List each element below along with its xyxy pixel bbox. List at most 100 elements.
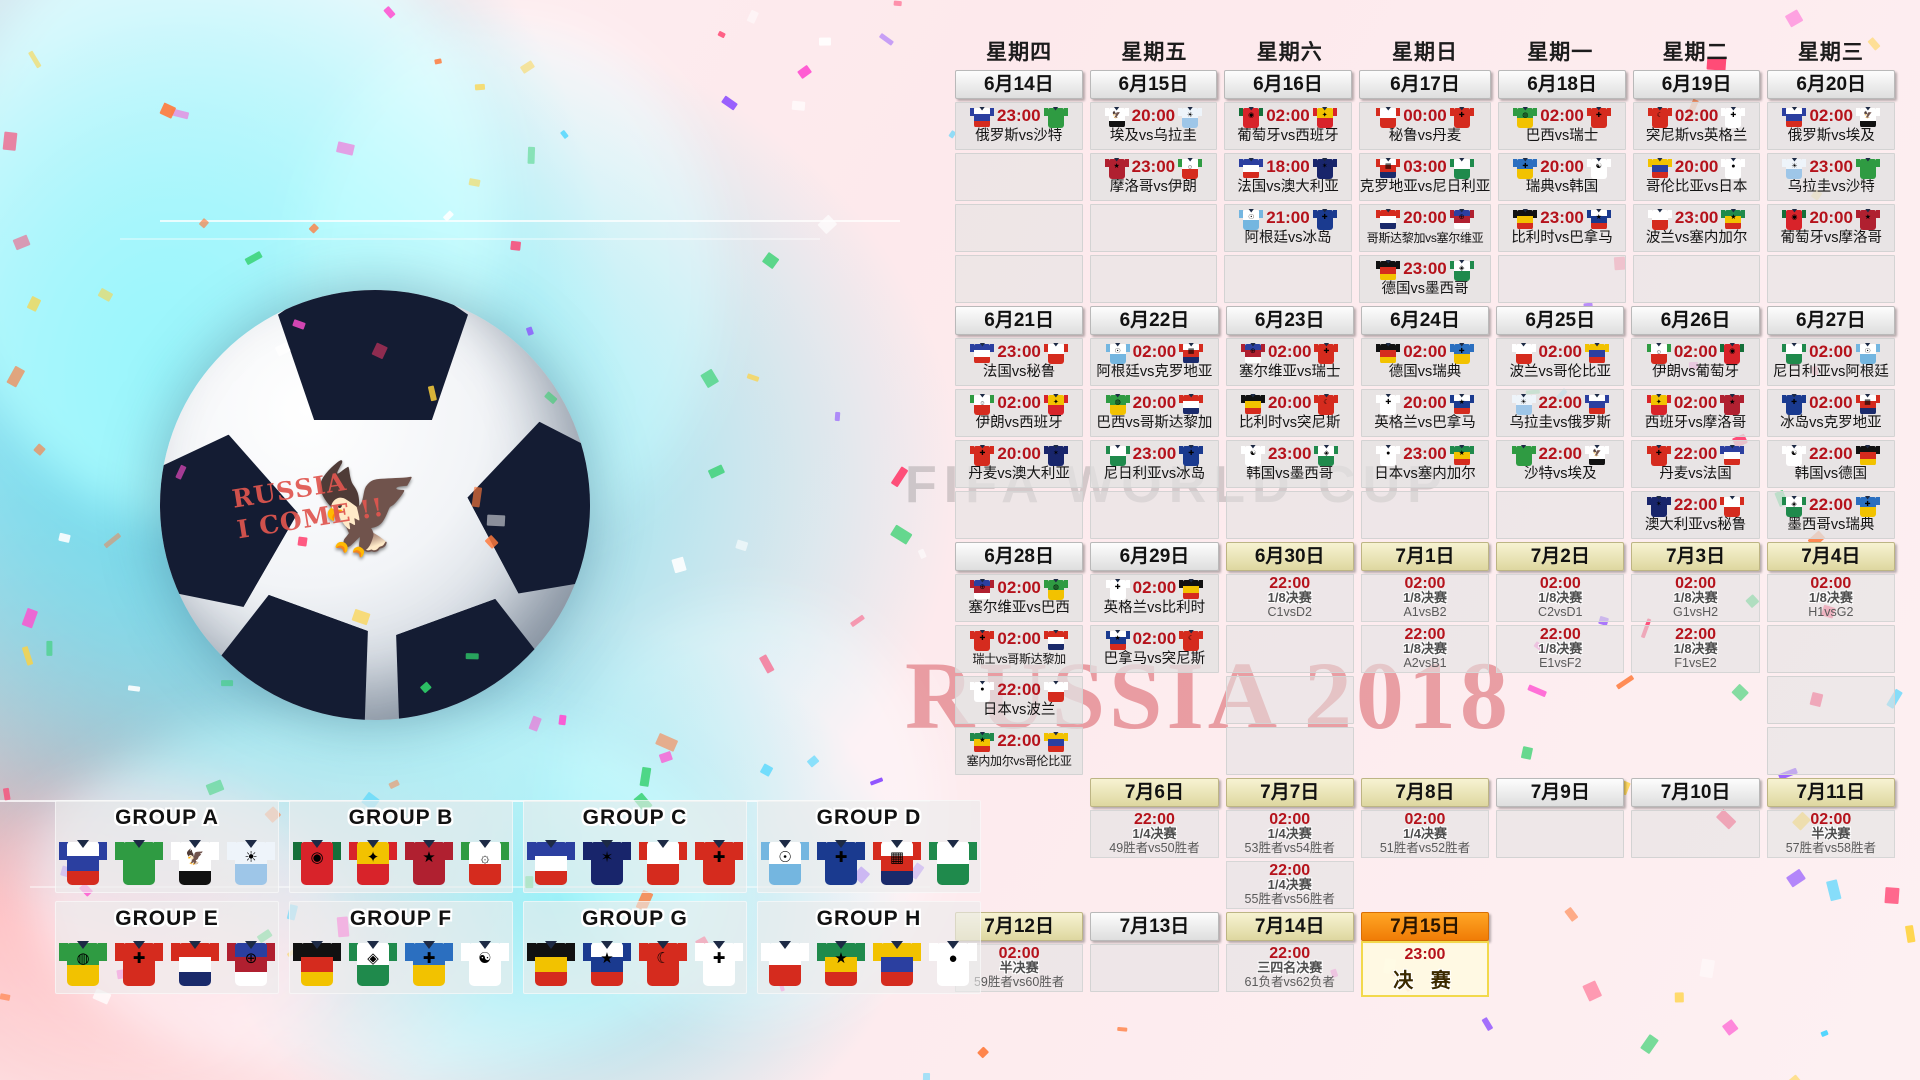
- date-header-6月17日[interactable]: 6月17日: [1358, 70, 1492, 99]
- date-header-6月18日[interactable]: 6月18日: [1498, 70, 1626, 99]
- date-header-7月6日[interactable]: 7月6日: [1090, 778, 1219, 807]
- match-cell[interactable]: ⊕ 02:00 ✚ 塞尔维亚vs瑞士: [1225, 338, 1354, 386]
- match-cell[interactable]: ● 22:00 日本vs波兰: [955, 676, 1084, 724]
- match-cell[interactable]: ▦ 03:00 克罗地亚vs尼日利亚: [1358, 153, 1492, 201]
- knockout-match-cell[interactable]: 02:00 半决赛 57胜者vs58胜者: [1766, 810, 1895, 858]
- group-box-group-c[interactable]: GROUP C ✶ ✚: [523, 800, 747, 893]
- date-header-7月11日[interactable]: 7月11日: [1766, 778, 1895, 807]
- match-cell[interactable]: ☉ 02:00 ▦ 阿根廷vs克罗地亚: [1090, 338, 1219, 386]
- match-cell[interactable]: 02:00 波兰vs哥伦比亚: [1496, 338, 1625, 386]
- knockout-match-cell[interactable]: 22:00 1/8决赛 A2vsB1: [1360, 625, 1490, 673]
- match-cell[interactable]: ◍ 20:00 巴西vs哥斯达黎加: [1090, 389, 1219, 437]
- knockout-match-cell[interactable]: 22:00 1/8决赛 E1vsF2: [1496, 625, 1625, 673]
- group-box-group-h[interactable]: GROUP H ★ ●: [757, 901, 981, 994]
- date-header-7月15日[interactable]: 7月15日: [1360, 912, 1490, 941]
- match-cell[interactable]: ✚ 02:00 瑞士vs哥斯达黎加: [955, 625, 1084, 673]
- match-cell[interactable]: ◉ 20:00 ★ 葡萄牙vs摩洛哥: [1767, 204, 1895, 252]
- match-cell[interactable]: 20:00 ☾ 比利时vs突尼斯: [1225, 389, 1354, 437]
- match-cell[interactable]: ✚ 20:00 ★ 英格兰vs巴拿马: [1360, 389, 1490, 437]
- group-box-group-e[interactable]: GROUP E ◍ ✚ ⊕: [55, 901, 279, 994]
- match-cell[interactable]: ☾ 02:00 ✚ 突尼斯vs英格兰: [1632, 102, 1761, 150]
- date-header-6月16日[interactable]: 6月16日: [1224, 70, 1352, 99]
- match-cell[interactable]: ★ 23:00 ۞ 摩洛哥vs伊朗: [1089, 153, 1218, 201]
- date-header-6月20日[interactable]: 6月20日: [1767, 70, 1895, 99]
- group-box-group-d[interactable]: GROUP D ☉ ✚ ▦: [757, 800, 981, 893]
- date-header-7月9日[interactable]: 7月9日: [1496, 778, 1625, 807]
- match-cell[interactable]: 23:00 ✚ 尼日利亚vs冰岛: [1090, 440, 1219, 488]
- match-cell[interactable]: 20:00 ⊕ 哥斯达黎加vs塞尔维亚: [1358, 204, 1492, 252]
- date-header-7月7日[interactable]: 7月7日: [1225, 778, 1354, 807]
- date-header-6月25日[interactable]: 6月25日: [1496, 306, 1625, 335]
- match-cell[interactable]: 00:00 ✚ 秘鲁vs丹麦: [1358, 102, 1492, 150]
- date-header-6月28日[interactable]: 6月28日: [955, 542, 1084, 571]
- date-header-6月22日[interactable]: 6月22日: [1090, 306, 1219, 335]
- match-cell[interactable]: 02:00 ☉ 尼日利亚vs阿根廷: [1766, 338, 1895, 386]
- date-header-6月27日[interactable]: 6月27日: [1766, 306, 1895, 335]
- match-cell[interactable]: 02:00 ✚ 德国vs瑞典: [1360, 338, 1490, 386]
- knockout-match-cell[interactable]: 02:00 1/8决赛 G1vsH2: [1631, 574, 1760, 622]
- match-cell[interactable]: 02:00 🦅 俄罗斯vs埃及: [1767, 102, 1895, 150]
- date-header-6月23日[interactable]: 6月23日: [1225, 306, 1354, 335]
- match-cell[interactable]: 23:00 ◈ 德国vs墨西哥: [1358, 255, 1492, 303]
- match-cell[interactable]: ☀ 23:00 乌拉圭vs沙特: [1767, 153, 1895, 201]
- knockout-match-cell[interactable]: 02:00 1/4决赛 53胜者vs54胜者: [1225, 810, 1354, 858]
- knockout-match-cell[interactable]: 22:00 1/4决赛 55胜者vs56胜者: [1225, 861, 1354, 909]
- date-header-6月24日[interactable]: 6月24日: [1360, 306, 1490, 335]
- date-header-7月2日[interactable]: 7月2日: [1496, 542, 1625, 571]
- date-header-6月21日[interactable]: 6月21日: [955, 306, 1084, 335]
- match-cell[interactable]: ⊕ 02:00 ◍ 塞尔维亚vs巴西: [955, 574, 1084, 622]
- match-cell[interactable]: ☯ 23:00 ◈ 韩国vs墨西哥: [1225, 440, 1354, 488]
- group-box-group-b[interactable]: GROUP B ◉ ✦ ★ ۞: [289, 800, 513, 893]
- group-box-group-f[interactable]: GROUP F ◈ ✚ ☯: [289, 901, 513, 994]
- date-header-7月14日[interactable]: 7月14日: [1225, 912, 1354, 941]
- date-header-7月1日[interactable]: 7月1日: [1360, 542, 1490, 571]
- knockout-match-cell[interactable]: 22:00 1/8决赛 F1vsE2: [1631, 625, 1760, 673]
- match-cell[interactable]: ◈ 22:00 ✚ 墨西哥vs瑞典: [1766, 491, 1895, 539]
- match-cell[interactable]: 23:00 俄罗斯vs沙特: [955, 102, 1083, 150]
- knockout-match-cell[interactable]: 22:00 1/4决赛 49胜者vs50胜者: [1090, 810, 1219, 858]
- date-header-6月29日[interactable]: 6月29日: [1090, 542, 1219, 571]
- match-cell[interactable]: 23:00 ★ 比利时vs巴拿马: [1498, 204, 1626, 252]
- match-cell[interactable]: ◍ 02:00 ✚ 巴西vs瑞士: [1498, 102, 1626, 150]
- match-cell[interactable]: ★ 02:00 ☾ 巴拿马vs突尼斯: [1090, 625, 1219, 673]
- match-cell[interactable]: ★ 22:00 塞内加尔vs哥伦比亚: [955, 727, 1084, 775]
- match-cell[interactable]: ● 23:00 ★ 日本vs塞内加尔: [1360, 440, 1490, 488]
- knockout-match-cell[interactable]: 02:00 1/8决赛 C2vsD1: [1496, 574, 1625, 622]
- knockout-match-cell[interactable]: 02:00 1/8决赛 A1vsB2: [1360, 574, 1490, 622]
- date-header-6月15日[interactable]: 6月15日: [1089, 70, 1218, 99]
- match-cell[interactable]: ☀ 22:00 乌拉圭vs俄罗斯: [1496, 389, 1625, 437]
- knockout-match-cell[interactable]: 22:00 1/8决赛 C1vsD2: [1225, 574, 1354, 622]
- match-cell[interactable]: ☯ 22:00 韩国vs德国: [1766, 440, 1895, 488]
- match-cell[interactable]: ۞ 02:00 ✦ 伊朗vs西班牙: [955, 389, 1084, 437]
- match-cell[interactable]: 23:00 ★ 波兰vs塞内加尔: [1632, 204, 1761, 252]
- match-cell[interactable]: 22:00 🦅 沙特vs埃及: [1496, 440, 1625, 488]
- knockout-match-cell[interactable]: 02:00 1/8决赛 H1vsG2: [1766, 574, 1895, 622]
- date-header-7月13日[interactable]: 7月13日: [1090, 912, 1219, 941]
- match-cell[interactable]: ☉ 21:00 ✚ 阿根廷vs冰岛: [1224, 204, 1352, 252]
- date-header-6月19日[interactable]: 6月19日: [1632, 70, 1761, 99]
- match-cell[interactable]: 23:00 法国vs秘鲁: [955, 338, 1084, 386]
- date-header-7月10日[interactable]: 7月10日: [1631, 778, 1760, 807]
- group-box-group-a[interactable]: GROUP A 🦅 ☀: [55, 800, 279, 893]
- date-header-7月8日[interactable]: 7月8日: [1360, 778, 1490, 807]
- match-cell[interactable]: 20:00 ● 哥伦比亚vs日本: [1632, 153, 1761, 201]
- match-cell[interactable]: ✚ 02:00 ▦ 冰岛vs克罗地亚: [1766, 389, 1895, 437]
- match-cell[interactable]: 🦅 20:00 ☀ 埃及vs乌拉圭: [1089, 102, 1218, 150]
- match-cell[interactable]: ✦ 02:00 ★ 西班牙vs摩洛哥: [1631, 389, 1760, 437]
- knockout-match-cell[interactable]: 02:00 1/4决赛 51胜者vs52胜者: [1360, 810, 1490, 858]
- date-header-7月3日[interactable]: 7月3日: [1631, 542, 1760, 571]
- match-cell[interactable]: 18:00 ✶ 法国vs澳大利亚: [1224, 153, 1352, 201]
- knockout-match-cell[interactable]: 22:00 三四名决赛 61负者vs62负者: [1225, 944, 1354, 992]
- group-box-group-g[interactable]: GROUP G ★ ☾ ✚: [523, 901, 747, 994]
- match-cell[interactable]: ✚ 20:00 ✶ 丹麦vs澳大利亚: [955, 440, 1084, 488]
- match-cell[interactable]: ◉ 02:00 ✦ 葡萄牙vs西班牙: [1224, 102, 1352, 150]
- match-cell[interactable]: ✶ 22:00 澳大利亚vs秘鲁: [1631, 491, 1760, 539]
- date-header-6月26日[interactable]: 6月26日: [1631, 306, 1760, 335]
- date-header-6月14日[interactable]: 6月14日: [955, 70, 1083, 99]
- match-cell[interactable]: ۞ 02:00 ◉ 伊朗vs葡萄牙: [1631, 338, 1760, 386]
- final-match-cell[interactable]: 23:00 决 赛: [1360, 941, 1490, 997]
- date-header-6月30日[interactable]: 6月30日: [1225, 542, 1354, 571]
- match-cell[interactable]: ✚ 02:00 英格兰vs比利时: [1090, 574, 1219, 622]
- date-header-7月4日[interactable]: 7月4日: [1766, 542, 1895, 571]
- match-cell[interactable]: ✚ 22:00 丹麦vs法国: [1631, 440, 1760, 488]
